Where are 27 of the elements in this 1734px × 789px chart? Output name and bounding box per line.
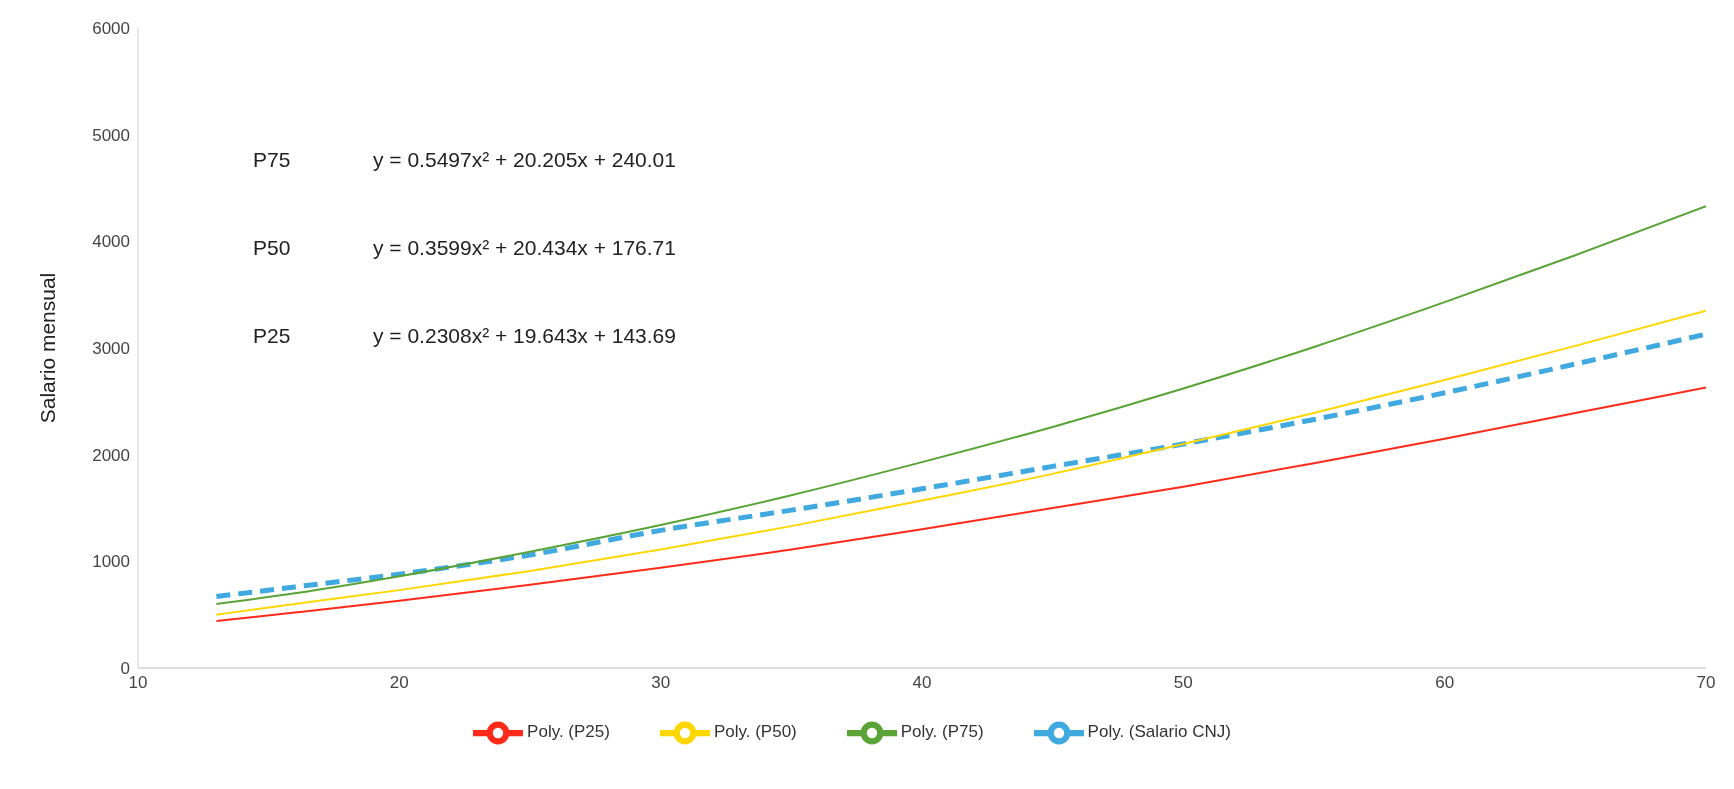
x-tick-label: 30 (651, 673, 671, 693)
x-tick-label: 70 (1696, 673, 1716, 693)
x-tick-label: 40 (912, 673, 932, 693)
annotation: P50 (253, 236, 292, 260)
annotation: y = 0.2308x² + 19.643x + 143.69 (373, 324, 676, 348)
y-tick-label: 1000 (92, 552, 130, 572)
y-tick-label: 2000 (92, 445, 130, 465)
x-tick-label: 10 (128, 673, 148, 693)
x-tick-label: 20 (389, 673, 409, 693)
y-tick-label: 3000 (92, 339, 130, 359)
annotation: y = 0.5497x² + 20.205x + 240.01 (373, 148, 676, 172)
annotation: P25 (253, 324, 292, 348)
line-series (215, 205, 1706, 605)
x-tick-label: 50 (1173, 673, 1193, 693)
legend-label: Poly. (P25) (527, 722, 610, 742)
y-tick-label: 5000 (92, 125, 130, 145)
legend-label: Poly. (Salario CNJ) (1087, 722, 1231, 742)
legend-label: Poly. (P75) (900, 722, 984, 742)
annotation: P75 (253, 148, 292, 172)
y-axis-title: Salario mensual (36, 272, 60, 424)
annotation: y = 0.3599x² + 20.434x + 176.71 (373, 236, 676, 260)
legend-label: Poly. (P50) (713, 722, 797, 742)
y-tick-label: 4000 (92, 232, 130, 252)
line-series (215, 386, 1706, 623)
y-tick-label: 6000 (92, 19, 130, 39)
x-tick-label: 60 (1435, 673, 1455, 693)
y-tick-label: 0 (120, 659, 130, 679)
